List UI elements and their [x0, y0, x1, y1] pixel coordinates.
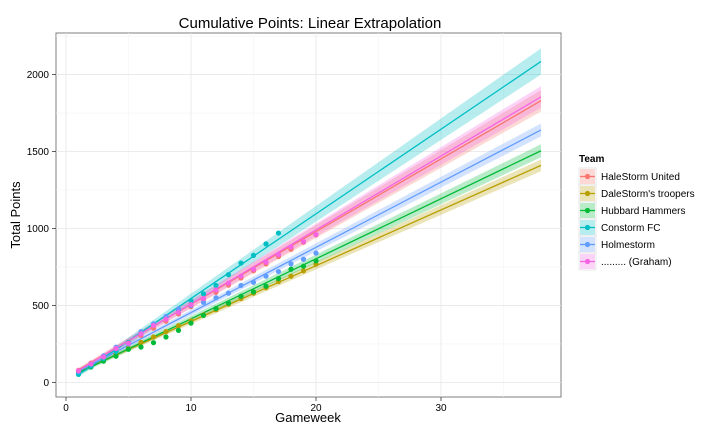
data-point [175, 327, 182, 333]
confidence-band [78, 86, 541, 373]
data-point [300, 238, 307, 245]
data-point [188, 302, 194, 308]
legend-label: ......... (Graham) [601, 257, 672, 268]
data-point [225, 290, 232, 296]
data-point [263, 241, 269, 247]
data-point [275, 230, 282, 236]
legend-key-point [584, 173, 591, 180]
x-tick-label: 30 [435, 403, 447, 414]
y-tick-label: 1000 [27, 224, 50, 235]
data-point [275, 252, 282, 258]
data-point [225, 272, 232, 278]
data-point [313, 232, 319, 238]
legend-label: Constorm FC [601, 223, 660, 234]
data-point [263, 259, 269, 265]
chart-title: Cumulative Points: Linear Extrapolation [179, 15, 442, 32]
y-axis-title: Total Points [8, 181, 23, 249]
data-point [238, 282, 244, 289]
data-point [288, 273, 294, 279]
legend-label: DaleStorm's troopers [601, 189, 695, 200]
data-point [138, 339, 144, 345]
data-point [163, 334, 169, 340]
data-point [300, 268, 307, 274]
legend-key-point [584, 207, 591, 214]
data-point [175, 323, 182, 329]
data-point [300, 263, 307, 269]
data-point [163, 316, 169, 322]
data-point [163, 328, 169, 335]
data-point [213, 295, 219, 301]
data-point [150, 334, 157, 340]
legend-title: Team [579, 154, 604, 165]
data-point [263, 283, 269, 289]
data-point [150, 322, 157, 329]
data-point [100, 354, 107, 360]
grid [56, 33, 561, 397]
data-point [150, 340, 157, 346]
legend-key-point [584, 258, 591, 265]
data-point [113, 353, 119, 359]
data-point [275, 275, 282, 282]
data-point [188, 320, 194, 326]
y-tick-label: 0 [43, 378, 49, 389]
legend-key-point [584, 241, 591, 248]
legend-label: Hubbard Hammers [601, 206, 685, 217]
data-point [250, 266, 257, 272]
data-point [238, 293, 244, 299]
legend-label: Holmestorm [601, 240, 655, 251]
legend: Team HaleStorm United DaleStorm's trooper… [578, 154, 695, 271]
data-point [113, 345, 119, 352]
data-point [300, 256, 307, 262]
data-point [225, 280, 232, 286]
confidence-band [78, 89, 541, 372]
data-point [125, 346, 132, 352]
data-point [263, 273, 269, 279]
data-point [250, 279, 257, 285]
data-point [125, 340, 132, 346]
data-point [138, 331, 144, 337]
confidence-band [78, 48, 541, 377]
fit-line [78, 129, 542, 372]
data-point [288, 244, 294, 250]
data-point [213, 287, 219, 293]
data-point [75, 368, 82, 374]
data-point [238, 260, 244, 266]
legend-key-point [584, 190, 591, 197]
axis-ticks: 0 10 20 30 0 500 1000 1500 2000 [27, 70, 447, 414]
data-point [225, 300, 232, 306]
data-point [175, 309, 182, 315]
y-tick-label: 1500 [27, 147, 50, 158]
data-point [238, 273, 244, 279]
x-tick-label: 20 [310, 403, 322, 414]
data-point [313, 250, 319, 256]
data-point [250, 289, 257, 295]
data-point [200, 295, 207, 302]
data-point [275, 268, 282, 275]
data-point [250, 252, 257, 259]
data-point [200, 291, 207, 297]
data-point [200, 299, 207, 305]
data-point [313, 258, 319, 264]
data-point [213, 305, 219, 312]
y-tick-label: 2000 [27, 70, 50, 81]
legend-key-point [584, 224, 591, 231]
data-points [75, 230, 319, 377]
x-tick-label: 0 [63, 403, 69, 414]
legend-label: HaleStorm United [601, 172, 680, 183]
data-point [288, 261, 294, 267]
x-tick-label: 10 [185, 403, 197, 414]
data-point [213, 282, 219, 289]
data-point [88, 361, 94, 367]
y-tick-label: 500 [32, 301, 49, 312]
x-axis-title: Gameweek [275, 410, 341, 425]
data-point [138, 344, 144, 350]
data-point [188, 298, 194, 304]
data-point [288, 266, 294, 272]
data-point [200, 312, 207, 319]
